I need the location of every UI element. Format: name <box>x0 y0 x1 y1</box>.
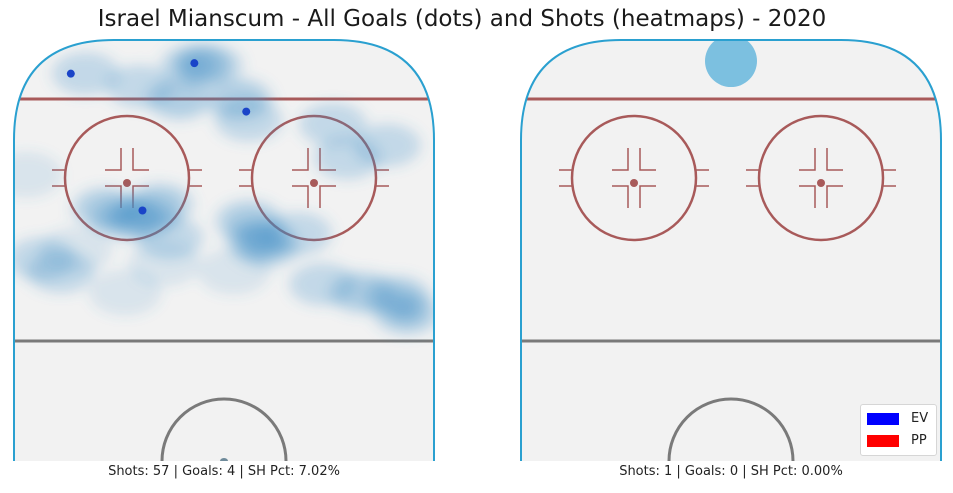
faceoff-dot-left <box>630 179 638 187</box>
goal-dot <box>66 69 75 78</box>
legend-swatch-pp <box>867 435 899 447</box>
shot-density-contour <box>218 100 279 140</box>
shot-density-contour <box>185 50 233 81</box>
goal-dot <box>242 107 251 116</box>
shot-density-contour <box>14 151 63 198</box>
goal-dot <box>190 59 199 68</box>
faceoff-hashes-left <box>559 148 709 208</box>
caption-right: Shots: 1 | Goals: 0 | SH Pct: 0.00% <box>619 464 843 479</box>
rink-left <box>13 39 435 461</box>
shot-density-contour <box>268 214 329 253</box>
center-circle <box>667 397 795 461</box>
legend-swatch-ev <box>867 413 899 425</box>
faceoff-dot-right <box>817 179 825 187</box>
rink-right <box>520 39 942 461</box>
goal-dots-left <box>66 59 251 215</box>
legend-label-pp: PP <box>911 433 927 448</box>
shot-density-contour <box>155 83 204 115</box>
shot-density-contour <box>357 126 418 165</box>
shot-density-contour <box>302 105 363 144</box>
shot-heatmap-right <box>705 40 757 88</box>
shot-density-contour <box>292 264 353 304</box>
center-circle <box>160 397 288 461</box>
faceoff-dot-left <box>123 179 131 187</box>
rink-boards <box>13 39 435 461</box>
shot-density-contour <box>88 269 162 316</box>
rink-ice <box>521 40 941 461</box>
shot-density-contour <box>39 227 113 274</box>
chart-title: Israel Mianscum - All Goals (dots) and S… <box>97 6 827 32</box>
goal-dot <box>138 206 147 215</box>
legend-label-ev: EV <box>911 411 929 426</box>
shot-density-contour <box>197 248 271 295</box>
center-dot <box>220 458 228 461</box>
shot-density-contour <box>395 306 419 321</box>
shot-density-blob <box>705 40 757 88</box>
legend: EV PP <box>860 404 937 456</box>
rink-boards <box>520 39 942 461</box>
shot-density-contour <box>55 54 116 93</box>
faceoff-hashes-right <box>746 148 896 208</box>
faceoff-circle-right <box>757 114 885 242</box>
faceoff-dot-right <box>310 179 318 187</box>
shot-heatmap-left <box>14 42 434 337</box>
faceoff-circle-left <box>570 114 698 242</box>
caption-left: Shots: 57 | Goals: 4 | SH Pct: 7.02% <box>108 464 340 479</box>
shot-density-contour <box>136 188 184 220</box>
